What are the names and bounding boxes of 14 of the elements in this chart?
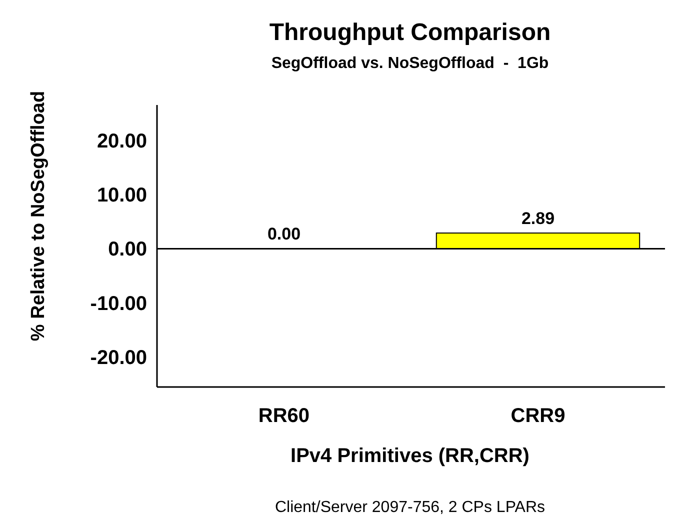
x-tick-label: CRR9 [510, 405, 566, 427]
y-tick-label: -20.00 [90, 347, 147, 370]
y-tick-label: 0.00 [108, 238, 147, 261]
y-tick-label: 10.00 [96, 184, 147, 206]
text: Client/Server 2097-756, 2 CPs LPARs [274, 499, 546, 516]
y-tick-label: -10.00 [90, 292, 147, 315]
chart-subtitle: SegOffload vs. NoSegOffload - 1Gb [271, 55, 549, 72]
x-tick-label: RR60 [258, 405, 310, 427]
chart-title: Throughput Comparison [269, 19, 551, 46]
data-label: 0.00 [267, 224, 301, 244]
x-axis-title: IPv4 Primitives (RR,CRR) [290, 445, 530, 467]
data-label: 2.89 [521, 209, 555, 228]
y-axis-title: % Relative to NoSegOffload [28, 90, 49, 342]
y-tick-label: 20.00 [96, 130, 147, 152]
